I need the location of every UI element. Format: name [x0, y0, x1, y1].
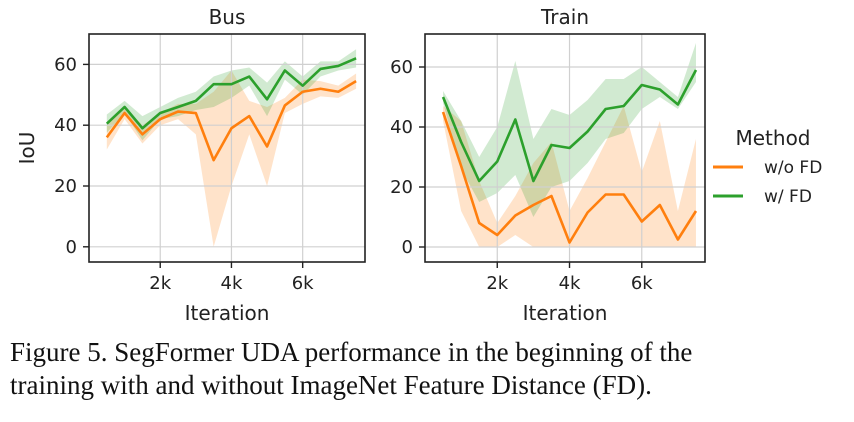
- train-x-tick-label: 4k: [559, 273, 581, 294]
- train-y-tick-label: 60: [390, 57, 413, 78]
- bus-y-tick-label: 60: [54, 54, 77, 75]
- legend-title: Method: [735, 126, 810, 150]
- bus-plot-frame: [88, 33, 366, 263]
- legend-label-w-fd: w/ FD: [764, 187, 812, 207]
- bus-y-tick-label: 0: [66, 237, 77, 258]
- bus-x-tick-label: 2k: [149, 273, 171, 294]
- train-y-tick-label: 0: [402, 237, 413, 258]
- bus-y-tick-label: 40: [54, 115, 77, 136]
- caption-line-1: Figure 5. SegFormer UDA performance in t…: [10, 337, 693, 367]
- train-x-axis-label: Iteration: [523, 301, 608, 325]
- bus-w-o-fd-line: [105, 80, 357, 162]
- train-w-fd-line: [441, 69, 698, 183]
- bus-y-tick-label: 20: [54, 176, 77, 197]
- train-x-tick-label: 6k: [631, 273, 653, 294]
- train-y-tick-label: 20: [390, 177, 413, 198]
- bus-x-tick-label: 6k: [292, 273, 314, 294]
- train-w-o-fd-line: [441, 111, 698, 244]
- train-plot-frame: [424, 33, 706, 263]
- bus-chart-title: Bus: [209, 5, 246, 29]
- train-chart-title: Train: [540, 5, 589, 29]
- bus-y-axis-label: IoU: [15, 132, 39, 165]
- caption-line-2: training with and without ImageNet Featu…: [10, 370, 652, 400]
- train-w-o-fd-confidence-band: [443, 106, 696, 247]
- legend-label-wo-fd: w/o FD: [764, 158, 822, 178]
- train-y-tick-label: 40: [390, 117, 413, 138]
- legend: Method w/o FD w/ FD: [713, 126, 822, 207]
- train-x-tick-label: 2k: [486, 273, 508, 294]
- bus-w-fd-line: [105, 57, 357, 130]
- bus-chart-panel: 2k 4k 6k 0 20 40 60 Bus Iteration IoU: [15, 5, 366, 325]
- train-chart-panel: 2k 4k 6k 0 20 40 60 Train Iteration: [390, 5, 706, 325]
- figure-caption: Figure 5. SegFormer UDA performance in t…: [10, 336, 850, 402]
- bus-x-axis-label: Iteration: [185, 301, 270, 325]
- bus-x-tick-label: 4k: [221, 273, 243, 294]
